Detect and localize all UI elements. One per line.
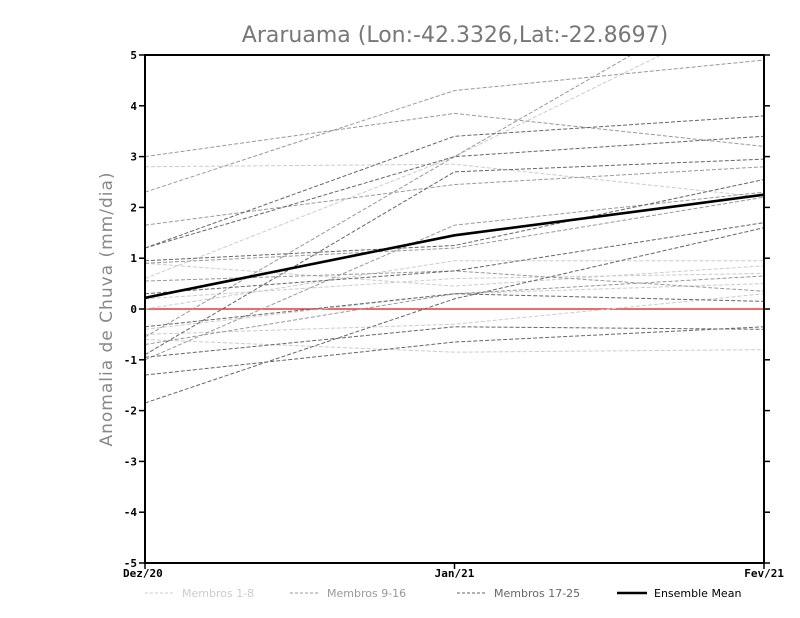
member-line-9	[145, 112, 764, 158]
legend-label-1: Membros 1-8	[182, 587, 254, 600]
y-tick-label: 3	[130, 151, 137, 164]
member-line-12	[145, 196, 764, 264]
y-tick-label: 5	[130, 49, 137, 62]
y-tick-label: -4	[124, 506, 138, 519]
x-tick-label: Fev/21	[744, 567, 784, 580]
member-line-24	[145, 326, 764, 376]
x-tick-label: Jan/21	[435, 567, 475, 580]
y-tick-label: 4	[130, 100, 137, 113]
series-group	[145, 55, 764, 404]
legend: Membros 1-8 Membros 9-16 Membros 17-25 Ense…	[145, 587, 741, 600]
y-tick-label: 2	[130, 201, 137, 214]
y-tick-label: 1	[130, 252, 137, 265]
member-line-25	[145, 293, 764, 328]
member-line-16	[145, 275, 764, 346]
member-line-3	[145, 260, 764, 310]
y-tick-label: 0	[130, 303, 137, 316]
member-line-1	[145, 163, 764, 198]
chart-title: Araruama (Lon:-42.3326,Lat:-22.8697)	[242, 23, 668, 48]
member-line-20	[145, 178, 764, 262]
member-line-19	[145, 158, 764, 356]
member-line-6	[145, 338, 764, 353]
member-line-18	[145, 135, 764, 249]
member-line-8	[145, 272, 764, 300]
y-tick-label: -2	[124, 405, 137, 418]
member-line-17	[145, 115, 764, 249]
y-axis-label: Anomalia de Chuva (mm/dia)	[97, 171, 117, 446]
member-line-4	[145, 283, 764, 330]
y-tick-label: -3	[124, 455, 137, 468]
y-tick-label: -1	[124, 354, 138, 367]
member-line-7	[145, 262, 764, 287]
member-line-22	[145, 227, 764, 404]
legend-label-3: Membros 17-25	[494, 587, 580, 600]
member-line-14	[145, 191, 764, 361]
ensemble-mean-line	[145, 193, 764, 300]
y-tick-label: -5	[124, 557, 137, 570]
legend-label-4: Ensemble Mean	[654, 587, 741, 600]
member-line-23	[145, 326, 764, 358]
legend-label-2: Membros 9-16	[327, 587, 406, 600]
member-line-10	[145, 59, 764, 193]
plot-area: -5 -4 -3 -2 -1 0 1 2 3 4 5 Dez/20 Jan/21 Fev/21	[123, 49, 784, 580]
member-line-2	[145, 55, 662, 279]
member-line-21	[145, 222, 764, 295]
member-line-5	[145, 293, 764, 335]
member-line-11	[145, 166, 764, 226]
x-tick-label: Dez/20	[123, 567, 163, 580]
